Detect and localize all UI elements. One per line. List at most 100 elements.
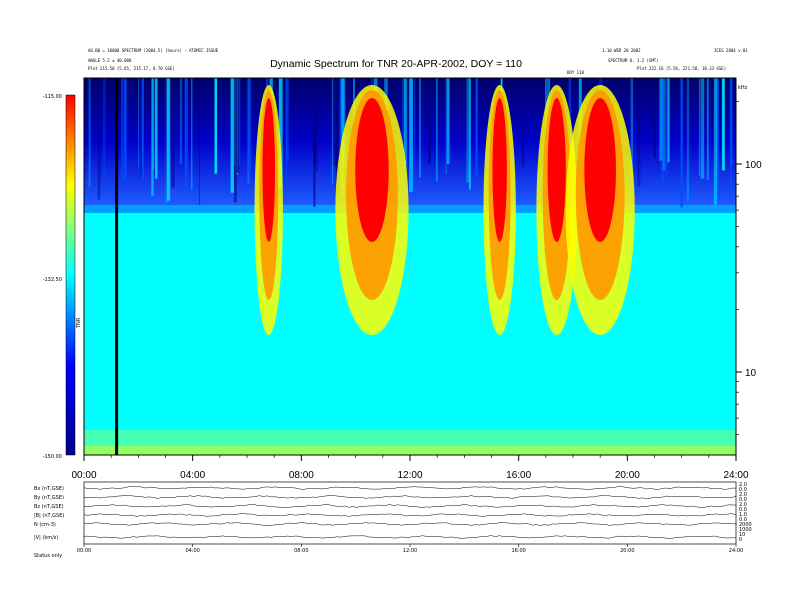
- lower-series-label: |V| (km/s): [34, 535, 58, 541]
- header-far-right: ICES 2004 v.01: [714, 48, 748, 53]
- colorbar-mid-label: -132.50: [43, 277, 62, 283]
- spectrogram-streak: [184, 78, 188, 193]
- spectrogram-streak: [278, 78, 283, 188]
- lower-series-line: [83, 535, 737, 539]
- spectrogram-streak: [141, 78, 144, 180]
- colorbar: -115.00 -132.50 -150.00 TNR: [43, 94, 82, 460]
- x-axis: 00:00 04:00 08:00 12:00 16:00 20:00 24:00: [71, 455, 749, 481]
- lower-x-tick-label: 08:00: [294, 548, 308, 554]
- spectrogram-streak: [233, 78, 237, 203]
- spectrogram-bottom-band: [84, 446, 736, 455]
- spectrogram-streak: [171, 78, 175, 188]
- spectrogram-streak: [475, 78, 478, 177]
- burst: [536, 85, 577, 335]
- lower-right-tick-label: 2.0: [739, 502, 747, 508]
- header-right-line1: 1.10 WED 20 2002: [602, 48, 641, 53]
- spectrogram-streak: [230, 78, 234, 193]
- burst-core: [584, 98, 616, 242]
- lower-right-tick-label: 0.0: [739, 487, 747, 493]
- lower-series-line: [83, 486, 736, 490]
- lower-panel: Bx (nT,GSE) By (nT,GSE) Bz (nT,GSE) |B| (nT…: [34, 481, 752, 559]
- lower-right-tick-label: 0.0: [739, 497, 747, 503]
- lower-x-tick-label: 16:00: [511, 548, 525, 554]
- colorbar-axis-label: TNR: [76, 317, 82, 329]
- burst-core: [547, 98, 566, 242]
- spectrogram-streak: [406, 78, 408, 172]
- spectrogram-streak: [468, 78, 471, 190]
- burst: [565, 85, 635, 335]
- spectrogram-streak: [198, 78, 201, 205]
- colorbar-gradient: [65, 94, 76, 456]
- y-unit-label: kHz: [738, 85, 748, 91]
- spectrogram-streak: [341, 78, 346, 167]
- spectrogram-streak: [436, 78, 438, 182]
- spectrogram-streak: [663, 78, 666, 171]
- lower-x-tick-label: 12:00: [403, 548, 417, 554]
- spectrogram-streak: [191, 78, 193, 190]
- x-tick-label: 08:00: [289, 470, 314, 481]
- lower-series-line: [83, 513, 737, 517]
- spectrogram-streak: [445, 78, 447, 175]
- lower-series-label: N (cm-3): [34, 522, 56, 528]
- spectrogram-streak: [667, 78, 670, 163]
- lower-series-label: |B| (nT,GSE): [34, 513, 64, 519]
- chart-title: Dynamic Spectrum for TNR 20-APR-2002, DO…: [270, 58, 522, 70]
- burst: [254, 85, 283, 335]
- burst-core: [492, 98, 507, 242]
- spectrogram-streak: [140, 78, 143, 177]
- spectrogram-streak: [637, 78, 641, 187]
- lower-right-tick-label: 0.0: [739, 517, 747, 523]
- lower-right-tick-label: 2.0: [739, 482, 747, 488]
- spectrogram-streak: [88, 78, 91, 188]
- spectrogram-streak: [698, 78, 701, 176]
- x-tick-label: 20:00: [615, 470, 640, 481]
- lower-right-tick-label: 1000: [739, 527, 752, 533]
- lower-panel-frame: [83, 481, 737, 545]
- lower-right-tick-label: 1.0: [739, 512, 747, 518]
- lower-series-label: Bz (nT,GSE): [34, 504, 64, 510]
- x-tick-label: 24:00: [723, 470, 748, 481]
- colorbar-top-label: -115.00: [43, 94, 62, 100]
- spectrogram-streak: [401, 78, 404, 159]
- spectrogram-streak: [466, 78, 470, 183]
- x-tick-label: 00:00: [71, 470, 96, 481]
- spectrogram-streak: [235, 78, 239, 174]
- spectrogram-streak: [654, 78, 656, 159]
- lower-status-label: Status only: [34, 553, 62, 559]
- spectrogram-streak: [414, 78, 416, 202]
- spectrogram-streak: [729, 78, 733, 202]
- spectrogram-streak: [331, 78, 334, 184]
- spectrogram-streak: [409, 78, 413, 192]
- lower-x-tick-label: 04:00: [185, 548, 199, 554]
- burst: [483, 85, 516, 335]
- lower-series-line: [84, 504, 737, 508]
- spectrogram-streak: [661, 78, 664, 183]
- spectrogram-streak: [522, 78, 524, 167]
- x-tick-label: 04:00: [180, 470, 205, 481]
- spectrogram-streak: [335, 78, 340, 193]
- spectrogram-streak: [97, 78, 101, 200]
- spectrogram-streak: [151, 78, 154, 196]
- lower-x-tick-label: 20:00: [620, 548, 634, 554]
- lower-right-tick-label: 10: [739, 532, 745, 538]
- spectrogram-streak: [446, 78, 450, 165]
- spectrogram-streak: [715, 78, 720, 201]
- y-axis: 100 10 kHz: [736, 85, 762, 435]
- spectrogram-streak: [630, 78, 634, 180]
- spectrogram-streak: [102, 78, 106, 181]
- x-tick-label: 16:00: [506, 470, 531, 481]
- spectrogram-streak: [313, 78, 316, 207]
- burst-core: [355, 98, 389, 242]
- lower-right-tick-label: 0: [739, 537, 742, 543]
- lower-series-line: [83, 495, 737, 499]
- colorbar-bottom-label: -150.00: [43, 454, 62, 460]
- lower-x-tick-label: 00:00: [77, 548, 91, 554]
- spectrogram-streak: [680, 78, 683, 208]
- x-tick-label: 12:00: [397, 470, 422, 481]
- spectrogram-streak: [121, 78, 123, 183]
- lower-series-label: By (nT,GSE): [34, 495, 64, 501]
- lower-right-tick-label: 2.0: [739, 492, 747, 498]
- spectrogram-streak: [659, 78, 663, 161]
- lower-right-tick-label: 0.0: [739, 507, 747, 513]
